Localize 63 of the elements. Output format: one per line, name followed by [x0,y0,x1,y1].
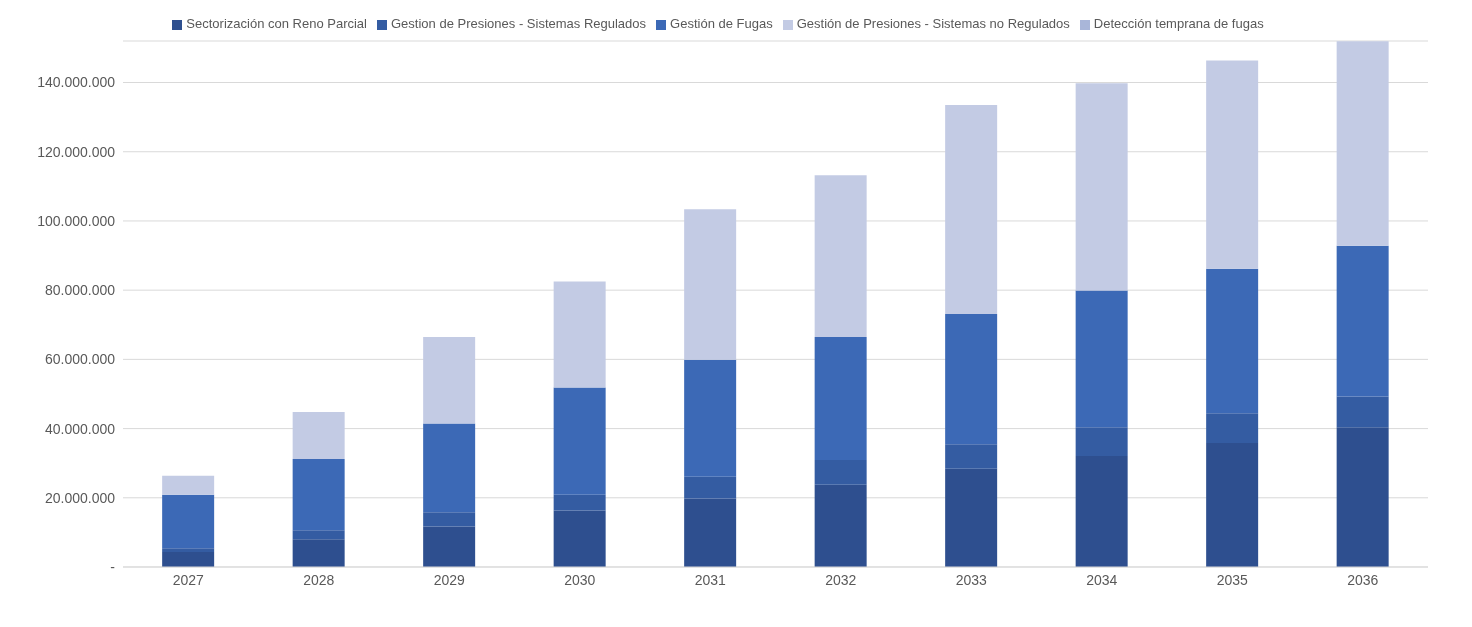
bar [553,281,606,388]
y-tick-label: 20.000.000 [44,489,116,506]
bar [162,552,215,567]
bar [292,530,345,540]
bar [1336,396,1389,428]
bar [1206,413,1259,444]
bar [1336,41,1389,246]
bar [292,539,345,567]
y-tick-label: 140.000.000 [37,74,116,91]
bar [423,336,476,424]
x-tick-label: 2030 [564,571,596,588]
legend-label: Gestión de Fugas [670,16,773,31]
bar [684,359,737,477]
bar [1075,83,1128,291]
bar [553,494,606,511]
bar [162,548,215,553]
bar [423,512,476,527]
x-tick-label: 2028 [303,571,335,588]
bar [684,498,737,567]
bar [1336,427,1389,567]
bar [945,105,998,315]
bar [814,484,867,567]
x-tick-label: 2031 [694,571,727,588]
bar [1075,290,1128,428]
x-tick-label: 2029 [433,571,466,588]
bar [684,209,737,360]
bar [162,494,215,549]
bar [945,444,998,469]
x-tick-label: 2036 [1347,571,1379,588]
x-tick-label: 2034 [1086,571,1118,588]
bar [292,459,345,531]
bar [292,411,345,460]
bar [945,314,998,445]
bar [814,175,867,337]
legend-label: Detección temprana de fugas [1093,16,1264,31]
bar [945,468,998,567]
x-tick-label: 2035 [1216,571,1249,588]
y-tick-label: 60.000.000 [44,351,116,368]
bar [423,526,476,567]
bar [1075,455,1128,567]
y-tick-label: 80.000.000 [44,282,116,299]
bar [1075,427,1128,456]
x-tick-label: 2033 [955,571,988,588]
bar [423,423,476,513]
y-tick-label: - [110,558,116,575]
legend-label: Gestión de Presiones - Sistemas no Regulados [796,16,1070,31]
y-tick-label: 40.000.000 [44,420,116,437]
x-tick-label: 2027 [172,571,205,588]
legend-label: Sectorización con Reno Parcial [186,16,367,31]
bar [1206,443,1259,567]
y-tick-label: 100.000.000 [37,212,116,229]
bar [1336,245,1389,397]
legend-label: Gestion de Presiones - Sistemas Regulados [390,16,647,31]
y-tick-label: 120.000.000 [37,143,116,160]
bar [553,510,606,567]
bar [814,336,867,461]
bar [1206,268,1259,414]
bar [814,460,867,485]
bar [553,387,606,495]
bar [1206,60,1259,269]
bar [684,476,737,499]
x-tick-label: 2032 [825,571,857,588]
bar [162,475,215,495]
